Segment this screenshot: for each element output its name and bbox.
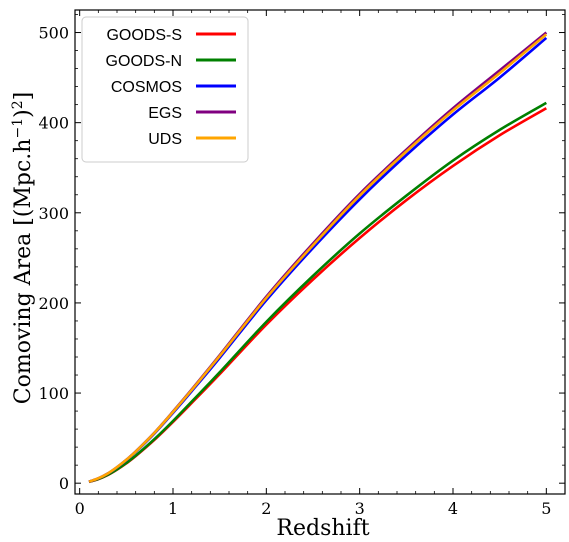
y-tick-label: 500 bbox=[38, 24, 69, 43]
series-line-goods-n bbox=[88, 101, 547, 484]
y-axis-label-end: ] bbox=[11, 92, 36, 101]
y-axis-label-exp1: −1 bbox=[10, 118, 26, 139]
legend: GOODS-S GOODS-N COSMOS EGS UDS bbox=[81, 16, 249, 163]
y-axis-label: Comoving Area [(Mpc.h−1)2] bbox=[10, 92, 36, 404]
y-tick-label: 400 bbox=[38, 114, 69, 133]
legend-box bbox=[81, 16, 249, 163]
plot-frame bbox=[74, 9, 566, 495]
axis-ticks: 0 1 2 3 4 5 0 100 200 300 400 500 bbox=[38, 10, 566, 518]
legend-label-cosmos: COSMOS bbox=[111, 79, 182, 96]
series-lines bbox=[88, 31, 548, 484]
y-tick-label: 200 bbox=[38, 294, 69, 313]
x-tick-label: 3 bbox=[355, 499, 365, 518]
y-tick-label: 100 bbox=[38, 384, 69, 403]
legend-label-goods-s: GOODS-S bbox=[106, 27, 182, 44]
x-tick-label: 5 bbox=[541, 499, 551, 518]
y-tick-label: 0 bbox=[59, 474, 69, 493]
series-line-uds bbox=[88, 33, 548, 483]
x-tick-label: 4 bbox=[448, 499, 458, 518]
legend-label-egs: EGS bbox=[148, 105, 182, 122]
x-tick-label: 1 bbox=[168, 499, 178, 518]
x-axis-label: Redshift bbox=[276, 516, 369, 541]
y-axis-label-close: ) bbox=[11, 109, 36, 118]
y-axis-label-exp2: 2 bbox=[10, 100, 26, 109]
x-tick-label: 0 bbox=[75, 499, 85, 518]
y-axis-label-main: Comoving Area [(Mpc.h bbox=[11, 139, 36, 405]
legend-label-goods-n: GOODS-N bbox=[106, 53, 182, 70]
y-tick-label: 300 bbox=[38, 204, 69, 223]
legend-label-uds: UDS bbox=[148, 131, 182, 148]
x-tick-label: 2 bbox=[261, 499, 271, 518]
